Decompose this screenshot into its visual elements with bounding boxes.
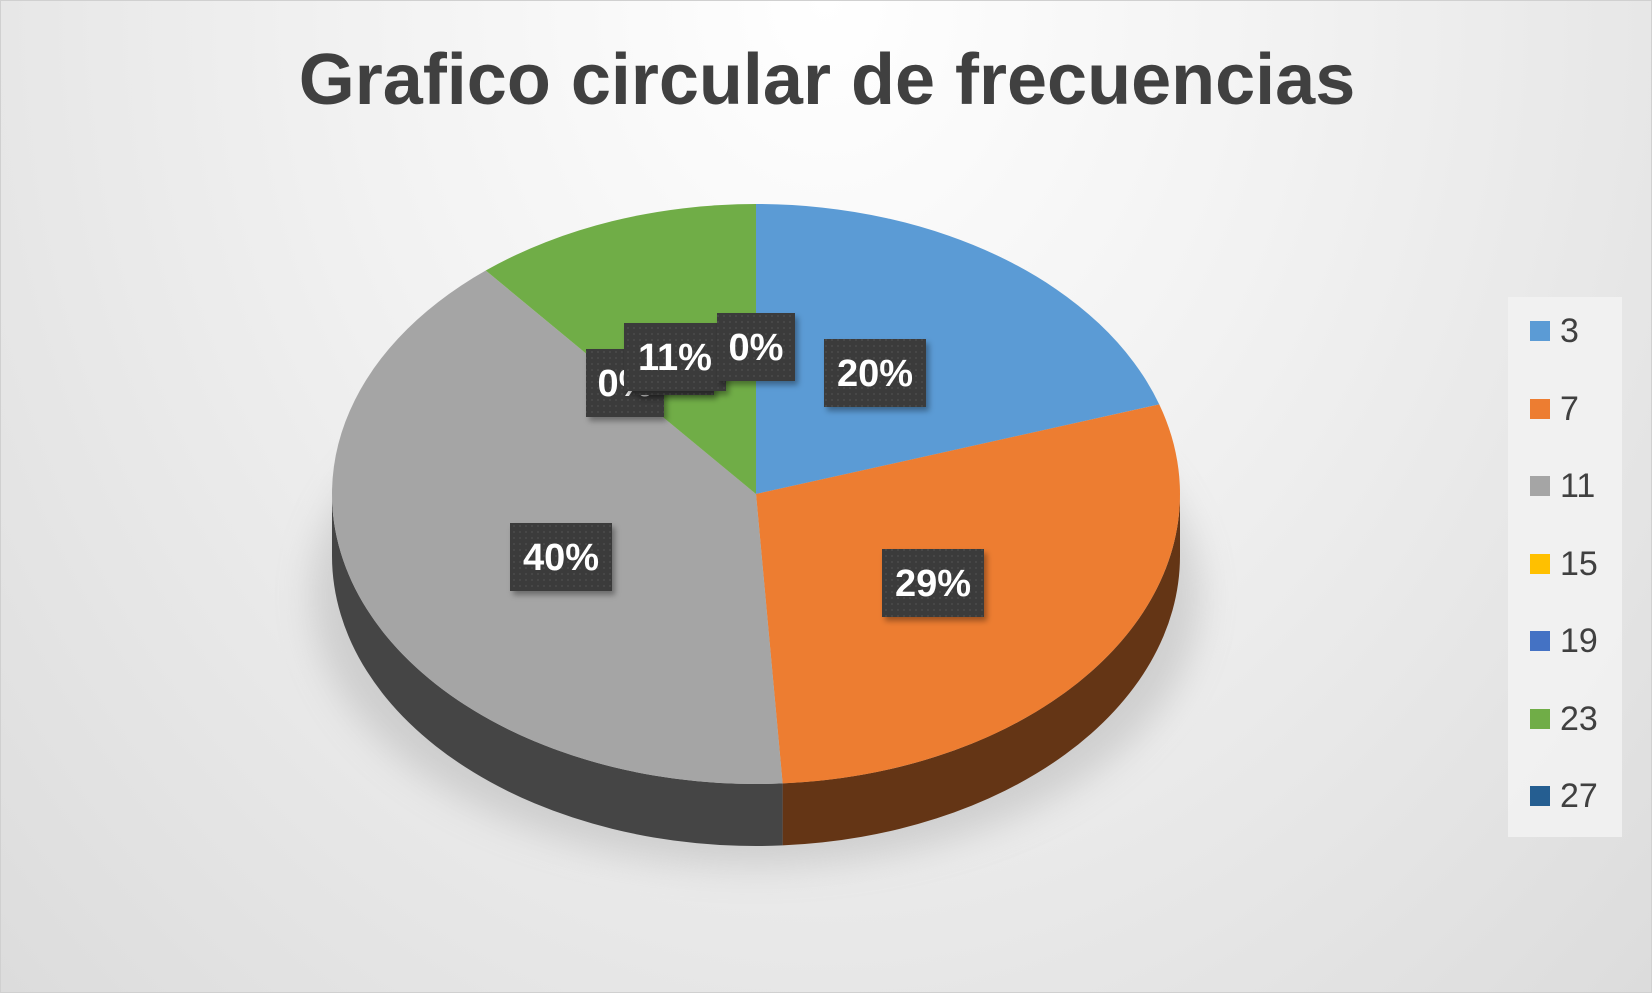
data-label-box xyxy=(624,323,726,391)
legend-label: 7 xyxy=(1560,389,1579,428)
data-label-7: 29% xyxy=(882,549,984,617)
legend-label: 19 xyxy=(1560,622,1598,660)
legend-swatch xyxy=(1530,398,1550,419)
data-label-group: 20%29%40%0%0%11%0% xyxy=(510,313,984,617)
data-label-box xyxy=(510,523,612,591)
legend-swatch xyxy=(1530,708,1550,729)
legend-swatch xyxy=(1530,631,1550,651)
legend-label: 15 xyxy=(1560,544,1598,583)
data-label-text: 0% xyxy=(729,327,784,369)
legend-swatch xyxy=(1530,321,1550,341)
legend-swatch xyxy=(1530,553,1550,574)
data-label-text: 11% xyxy=(638,337,712,379)
data-label-3: 20% xyxy=(824,339,926,407)
legend: 3 7 11 15 19 23 27 xyxy=(1508,297,1622,837)
legend-swatch xyxy=(1530,786,1550,806)
legend-label: 3 xyxy=(1560,312,1579,350)
legend-swatch xyxy=(1530,476,1550,496)
data-label-text: 29% xyxy=(895,563,971,605)
slice-side-7 xyxy=(782,494,1180,846)
data-label-27: 0% xyxy=(717,313,795,381)
slice-3 xyxy=(756,204,1160,494)
legend-label: 23 xyxy=(1560,699,1598,738)
pie-top-group xyxy=(332,204,1180,784)
data-label-box xyxy=(824,339,926,407)
data-label-box xyxy=(717,313,795,381)
data-label-11: 40% xyxy=(510,523,612,591)
legend-label: 27 xyxy=(1560,777,1598,815)
data-label-text: 40% xyxy=(523,537,599,579)
slice-side-11 xyxy=(332,494,783,846)
legend-label: 11 xyxy=(1560,467,1596,505)
chart-title: Grafico circular de frecuencias xyxy=(298,40,1356,120)
data-label-23: 11% xyxy=(624,323,726,391)
pie-side-group xyxy=(332,494,1180,846)
data-label-text: 20% xyxy=(837,353,913,395)
data-label-box xyxy=(882,549,984,617)
